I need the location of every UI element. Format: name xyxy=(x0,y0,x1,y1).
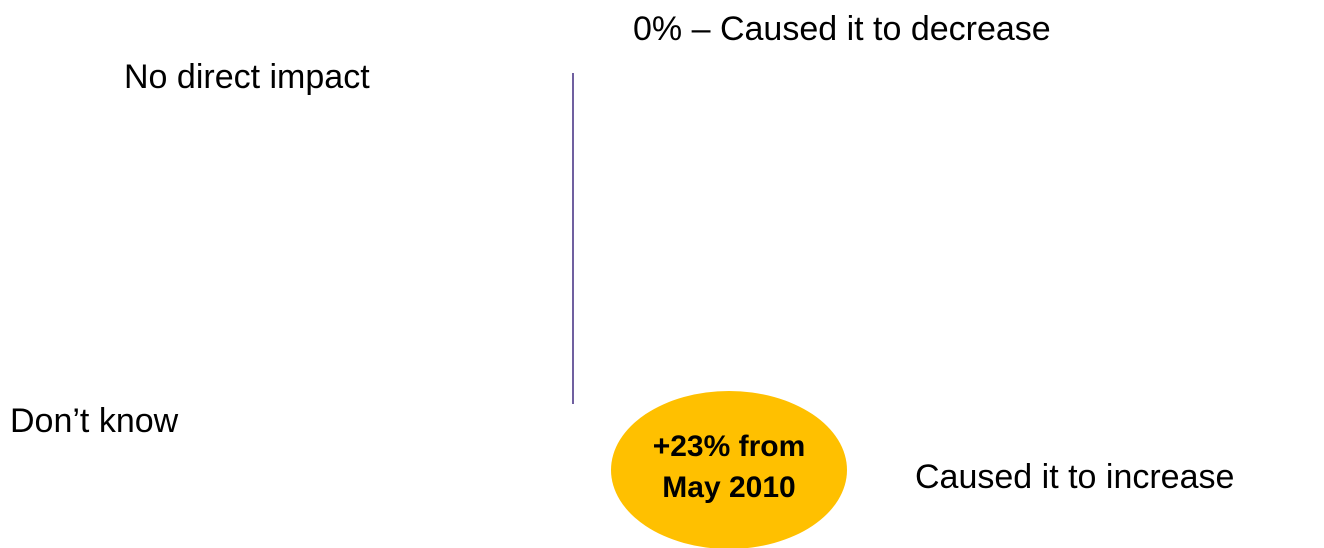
callout-line: May 2010 xyxy=(662,471,795,504)
no-impact-label: No direct impact xyxy=(124,58,370,96)
callout-line: +23% from xyxy=(653,430,806,463)
dont-know-label: Don’t know xyxy=(10,402,179,440)
increase-label: Caused it to increase xyxy=(915,458,1234,496)
decrease-label: 0% – Caused it to decrease xyxy=(633,10,1051,48)
callout-bubble xyxy=(611,391,847,548)
